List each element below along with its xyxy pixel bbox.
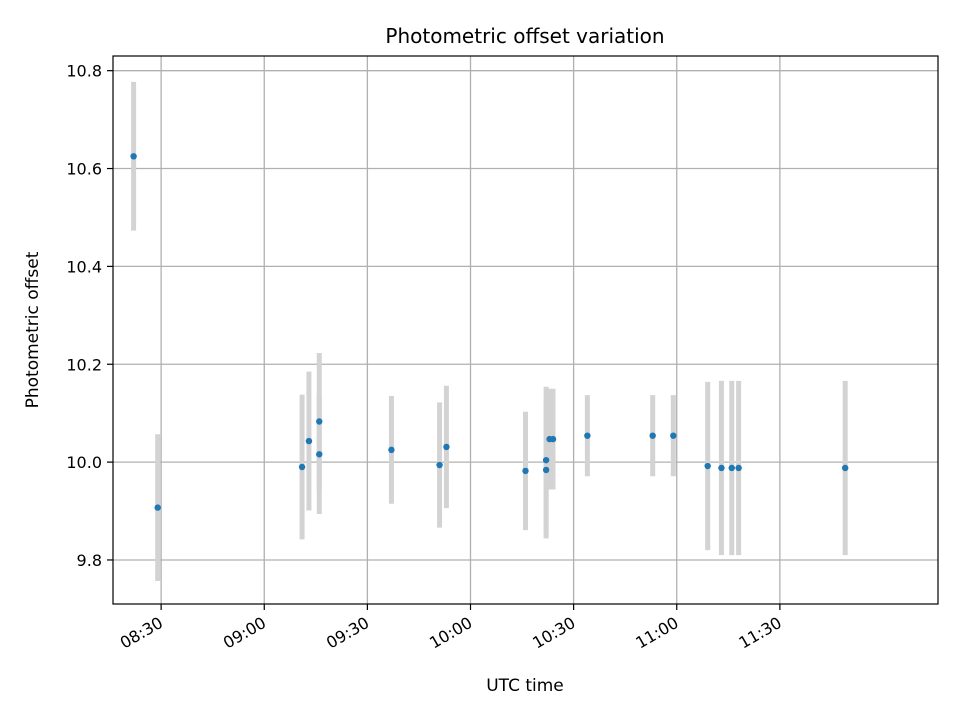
data-point — [436, 461, 443, 469]
data-point — [443, 443, 450, 451]
data-point — [704, 462, 711, 470]
data-point — [735, 464, 742, 472]
y-tick-label: 10.8 — [66, 62, 102, 81]
data-point — [718, 464, 725, 472]
y-tick-label: 10.6 — [66, 160, 102, 179]
data-point — [649, 432, 656, 439]
y-axis: 9.8 10.0 10.2 10.4 10.6 10.8 — [66, 62, 113, 570]
data-point — [130, 153, 137, 160]
data-point — [549, 435, 557, 443]
data-point — [728, 464, 735, 472]
data-point — [305, 437, 313, 445]
data-point — [316, 418, 323, 425]
chart-title: Photometric offset variation — [385, 24, 664, 48]
y-tick-label: 10.2 — [66, 355, 102, 374]
data-points — [130, 153, 849, 511]
plot-frame — [112, 55, 939, 605]
y-tick-label: 10.4 — [66, 257, 102, 276]
data-point — [388, 446, 395, 454]
data-point — [841, 464, 849, 472]
data-point — [316, 451, 323, 458]
data-point — [154, 504, 161, 511]
y-axis-label: Photometric offset — [23, 251, 43, 408]
data-point — [670, 432, 677, 439]
y-tick-label: 10.0 — [66, 453, 102, 472]
x-axis-label: UTC time — [486, 676, 564, 696]
data-point — [298, 463, 306, 471]
data-point — [522, 467, 529, 475]
data-point — [542, 456, 550, 464]
data-point — [542, 466, 550, 474]
data-point — [584, 432, 591, 439]
y-tick-label: 9.8 — [77, 551, 102, 570]
